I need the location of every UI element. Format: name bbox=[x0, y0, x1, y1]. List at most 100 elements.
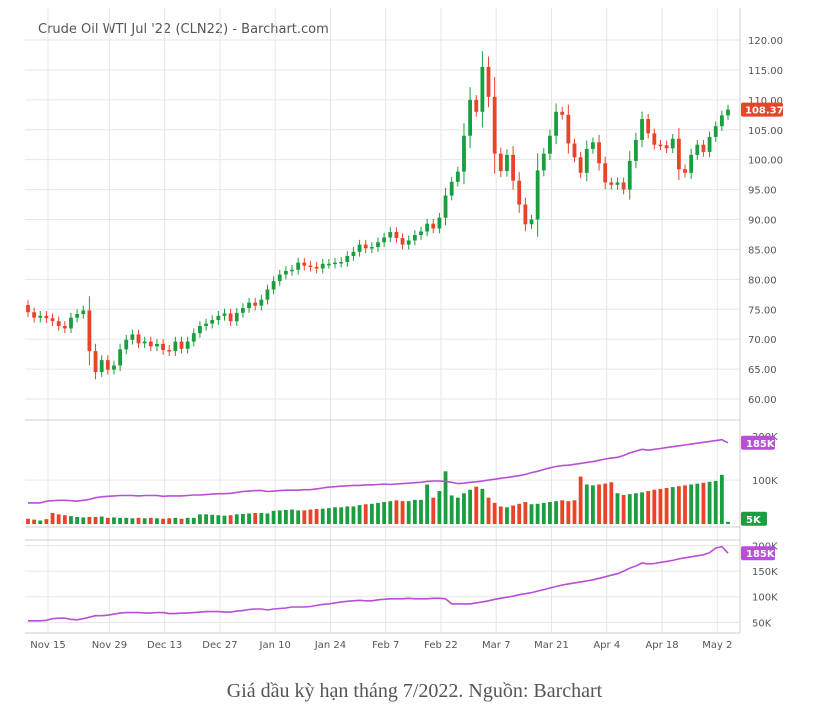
volume-bar bbox=[179, 518, 184, 524]
candle-body bbox=[486, 66, 491, 97]
candle-body bbox=[566, 114, 571, 144]
volume-bar bbox=[204, 514, 208, 524]
volume-bar bbox=[676, 486, 681, 524]
volume-bar bbox=[118, 517, 123, 524]
volume-bar bbox=[277, 510, 282, 524]
candle-body bbox=[26, 305, 30, 313]
volume-bar bbox=[185, 517, 190, 524]
volume-bar bbox=[572, 500, 577, 524]
candle-body bbox=[50, 318, 55, 322]
volume-bar bbox=[26, 518, 30, 524]
volume-bar bbox=[50, 513, 55, 524]
x-tick-label: Mar 7 bbox=[482, 640, 510, 651]
volume-bar bbox=[523, 502, 528, 524]
candle-body bbox=[56, 321, 61, 327]
x-tick-label: Jan 24 bbox=[314, 640, 346, 651]
volume-bar bbox=[38, 520, 43, 524]
volume-bar bbox=[615, 493, 620, 524]
candle-body bbox=[62, 326, 67, 329]
volume-bar bbox=[314, 509, 319, 524]
candle-body bbox=[124, 339, 129, 350]
candle-body bbox=[136, 334, 141, 344]
candle-body bbox=[406, 240, 411, 245]
volume-bar bbox=[529, 504, 534, 524]
candle-body bbox=[726, 109, 730, 116]
candle-body bbox=[148, 341, 153, 347]
volume-bar bbox=[357, 505, 362, 524]
candle-body bbox=[578, 157, 583, 173]
volume-bar bbox=[640, 492, 644, 524]
volume-tick-label: 100K bbox=[752, 476, 778, 487]
x-tick-label: May 2 bbox=[702, 640, 732, 651]
x-tick-label: Nov 15 bbox=[30, 640, 65, 651]
candle-body bbox=[609, 182, 614, 185]
volume-bar bbox=[486, 497, 491, 524]
volume-bar bbox=[412, 499, 417, 524]
volume-bar bbox=[302, 510, 307, 524]
candle-body bbox=[271, 281, 276, 290]
candle-body bbox=[314, 266, 319, 269]
volume-bar bbox=[431, 497, 436, 524]
volume-bar bbox=[726, 521, 730, 524]
candle-body bbox=[179, 341, 184, 349]
volume-bar bbox=[627, 494, 632, 524]
candle-body bbox=[394, 232, 399, 239]
volume-bar bbox=[234, 514, 239, 524]
volume-bar bbox=[283, 509, 288, 524]
candle-body bbox=[75, 314, 80, 318]
candle-body bbox=[591, 142, 595, 149]
candle-body bbox=[701, 144, 706, 152]
volume-last-badge bbox=[741, 511, 767, 526]
volume-bar bbox=[265, 513, 270, 524]
volume-bar bbox=[173, 517, 178, 524]
chart-svg: 120.00 115.00 110.00 105.00 100.00 95.00 90.00… bbox=[25, 8, 784, 651]
volume-bar bbox=[480, 488, 485, 524]
candle-body bbox=[130, 334, 135, 340]
candle-body bbox=[633, 139, 638, 161]
oi-tick-label: 100K bbox=[752, 593, 778, 604]
candle-body bbox=[204, 323, 208, 327]
volume-bar bbox=[621, 495, 626, 524]
volume-bar bbox=[388, 501, 393, 524]
candle-body bbox=[253, 302, 258, 306]
candle-body bbox=[603, 163, 608, 183]
candle-body bbox=[713, 126, 718, 137]
volume-bar bbox=[437, 491, 442, 524]
volume-bar bbox=[376, 502, 380, 524]
candle-body bbox=[105, 360, 110, 370]
volume-bar bbox=[400, 501, 405, 524]
candle-body bbox=[689, 154, 694, 173]
volume-bar bbox=[443, 471, 448, 524]
candle-body bbox=[621, 182, 626, 190]
candle-body bbox=[363, 244, 368, 249]
volume-bar bbox=[566, 501, 571, 524]
volume-bar bbox=[69, 516, 73, 524]
volume-bar bbox=[369, 503, 374, 524]
candle-body bbox=[541, 153, 546, 171]
volume-avg-badge-label: 185K bbox=[746, 439, 776, 450]
volume-bar bbox=[584, 484, 589, 524]
candle-body bbox=[234, 312, 239, 322]
volume-bar bbox=[271, 510, 276, 524]
volume-bar bbox=[541, 502, 546, 524]
volume-bar bbox=[191, 517, 196, 524]
volume-bar bbox=[112, 517, 116, 524]
volume-bar bbox=[259, 513, 264, 524]
price-tick-label: 75.00 bbox=[748, 305, 777, 316]
volume-bar bbox=[161, 518, 165, 524]
candle-body bbox=[112, 365, 116, 370]
volume-bar bbox=[701, 482, 706, 524]
candle-body bbox=[615, 182, 620, 185]
candle-body bbox=[419, 231, 423, 236]
candle-body bbox=[388, 232, 393, 238]
volume-bar bbox=[167, 518, 172, 524]
x-tick-label: Dec 13 bbox=[147, 640, 182, 651]
candle-body bbox=[646, 118, 651, 134]
volume-bar bbox=[296, 510, 301, 524]
volume-bar bbox=[148, 517, 153, 524]
price-tick-label: 85.00 bbox=[748, 245, 777, 256]
price-tick-label: 100.00 bbox=[748, 156, 783, 167]
volume-bar bbox=[247, 513, 251, 524]
volume-bar bbox=[517, 503, 522, 524]
